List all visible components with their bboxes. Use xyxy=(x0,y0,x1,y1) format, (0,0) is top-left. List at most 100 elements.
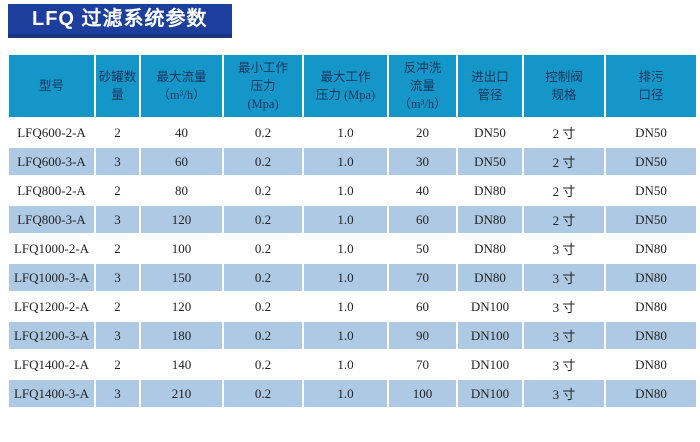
cell-valve-spec: 2 寸 xyxy=(522,204,606,235)
cell-max-flow: 80 xyxy=(139,175,224,206)
cell-backwash-flow: 90 xyxy=(387,320,458,351)
table-row: LFQ1400-3-A 3 210 0.2 1.0 100 DN100 3 寸 … xyxy=(7,378,698,409)
column-header-max-flow: 最大流量 （m³/h） xyxy=(139,53,224,119)
table-row: LFQ1000-3-A 3 150 0.2 1.0 70 DN80 3 寸 DN… xyxy=(7,262,698,293)
column-header-backwash-flow: 反冲洗 流量 （m³/h） xyxy=(387,53,458,119)
cell-valve-spec: 3 寸 xyxy=(522,320,606,351)
cell-drain-diameter: DN80 xyxy=(604,233,698,264)
cell-pipe-diameter: DN50 xyxy=(456,117,524,148)
cell-backwash-flow: 70 xyxy=(387,349,458,380)
cell-tank-count: 2 xyxy=(94,349,141,380)
header-row: 型号 砂罐数 量 最大流量 （m³/h） 最小工作 压力 (Mpa) 最大工作 … xyxy=(7,53,698,119)
page-title: LFQ 过滤系统参数 xyxy=(8,4,232,38)
cell-min-pressure: 0.2 xyxy=(222,117,304,148)
cell-max-pressure: 1.0 xyxy=(302,117,389,148)
column-header-model: 型号 xyxy=(7,53,96,119)
table-row: LFQ800-2-A 2 80 0.2 1.0 40 DN80 2 寸 DN50 xyxy=(7,175,698,206)
cell-backwash-flow: 60 xyxy=(387,291,458,322)
cell-drain-diameter: DN50 xyxy=(604,117,698,148)
cell-pipe-diameter: DN100 xyxy=(456,378,524,409)
cell-backwash-flow: 70 xyxy=(387,262,458,293)
cell-model: LFQ1200-3-A xyxy=(7,320,96,351)
cell-tank-count: 3 xyxy=(94,320,141,351)
cell-drain-diameter: DN80 xyxy=(604,320,698,351)
cell-drain-diameter: DN80 xyxy=(604,349,698,380)
cell-drain-diameter: DN50 xyxy=(604,204,698,235)
cell-max-pressure: 1.0 xyxy=(302,146,389,177)
cell-backwash-flow: 60 xyxy=(387,204,458,235)
cell-max-flow: 100 xyxy=(139,233,224,264)
cell-max-flow: 120 xyxy=(139,204,224,235)
table-row: LFQ1200-2-A 2 120 0.2 1.0 60 DN100 3 寸 D… xyxy=(7,291,698,322)
cell-min-pressure: 0.2 xyxy=(222,291,304,322)
cell-drain-diameter: DN80 xyxy=(604,262,698,293)
column-header-min-pressure: 最小工作 压力 (Mpa) xyxy=(222,53,304,119)
cell-tank-count: 3 xyxy=(94,204,141,235)
cell-model: LFQ1400-2-A xyxy=(7,349,96,380)
cell-tank-count: 3 xyxy=(94,378,141,409)
cell-valve-spec: 3 寸 xyxy=(522,378,606,409)
table-header: 型号 砂罐数 量 最大流量 （m³/h） 最小工作 压力 (Mpa) 最大工作 … xyxy=(7,53,698,119)
cell-valve-spec: 2 寸 xyxy=(522,175,606,206)
cell-max-flow: 60 xyxy=(139,146,224,177)
cell-drain-diameter: DN80 xyxy=(604,378,698,409)
cell-model: LFQ1400-3-A xyxy=(7,378,96,409)
cell-model: LFQ600-3-A xyxy=(7,146,96,177)
table-row: LFQ1000-2-A 2 100 0.2 1.0 50 DN80 3 寸 DN… xyxy=(7,233,698,264)
cell-model: LFQ1000-3-A xyxy=(7,262,96,293)
cell-max-flow: 40 xyxy=(139,117,224,148)
cell-tank-count: 2 xyxy=(94,291,141,322)
cell-max-pressure: 1.0 xyxy=(302,262,389,293)
cell-max-flow: 150 xyxy=(139,262,224,293)
cell-max-flow: 120 xyxy=(139,291,224,322)
cell-pipe-diameter: DN80 xyxy=(456,175,524,206)
cell-max-pressure: 1.0 xyxy=(302,349,389,380)
cell-min-pressure: 0.2 xyxy=(222,175,304,206)
table-row: LFQ1200-3-A 3 180 0.2 1.0 90 DN100 3 寸 D… xyxy=(7,320,698,351)
cell-max-pressure: 1.0 xyxy=(302,320,389,351)
column-header-valve-spec: 控制阀 规格 xyxy=(522,53,606,119)
cell-min-pressure: 0.2 xyxy=(222,378,304,409)
cell-valve-spec: 3 寸 xyxy=(522,233,606,264)
cell-model: LFQ1200-2-A xyxy=(7,291,96,322)
column-header-pipe-diameter: 进出口 管径 xyxy=(456,53,524,119)
cell-valve-spec: 3 寸 xyxy=(522,262,606,293)
cell-tank-count: 2 xyxy=(94,175,141,206)
cell-min-pressure: 0.2 xyxy=(222,320,304,351)
cell-backwash-flow: 20 xyxy=(387,117,458,148)
cell-valve-spec: 3 寸 xyxy=(522,349,606,380)
cell-model: LFQ600-2-A xyxy=(7,117,96,148)
table-row: LFQ600-2-A 2 40 0.2 1.0 20 DN50 2 寸 DN50 xyxy=(7,117,698,148)
table-body: LFQ600-2-A 2 40 0.2 1.0 20 DN50 2 寸 DN50… xyxy=(7,117,698,409)
cell-backwash-flow: 100 xyxy=(387,378,458,409)
cell-pipe-diameter: DN100 xyxy=(456,291,524,322)
cell-backwash-flow: 30 xyxy=(387,146,458,177)
cell-pipe-diameter: DN80 xyxy=(456,233,524,264)
cell-backwash-flow: 40 xyxy=(387,175,458,206)
cell-model: LFQ800-3-A xyxy=(7,204,96,235)
parameters-table: 型号 砂罐数 量 最大流量 （m³/h） 最小工作 压力 (Mpa) 最大工作 … xyxy=(7,53,698,409)
cell-max-pressure: 1.0 xyxy=(302,204,389,235)
cell-pipe-diameter: DN100 xyxy=(456,349,524,380)
cell-max-pressure: 1.0 xyxy=(302,378,389,409)
cell-max-flow: 180 xyxy=(139,320,224,351)
cell-model: LFQ1000-2-A xyxy=(7,233,96,264)
cell-valve-spec: 3 寸 xyxy=(522,291,606,322)
column-header-max-pressure: 最大工作 压力 (Mpa) xyxy=(302,53,389,119)
cell-max-pressure: 1.0 xyxy=(302,291,389,322)
cell-max-pressure: 1.0 xyxy=(302,175,389,206)
cell-max-pressure: 1.0 xyxy=(302,233,389,264)
table-row: LFQ800-3-A 3 120 0.2 1.0 60 DN80 2 寸 DN5… xyxy=(7,204,698,235)
cell-drain-diameter: DN50 xyxy=(604,175,698,206)
cell-min-pressure: 0.2 xyxy=(222,146,304,177)
cell-valve-spec: 2 寸 xyxy=(522,146,606,177)
cell-max-flow: 140 xyxy=(139,349,224,380)
cell-min-pressure: 0.2 xyxy=(222,233,304,264)
cell-tank-count: 2 xyxy=(94,233,141,264)
table-row: LFQ1400-2-A 2 140 0.2 1.0 70 DN100 3 寸 D… xyxy=(7,349,698,380)
column-header-tank-count: 砂罐数 量 xyxy=(94,53,141,119)
cell-pipe-diameter: DN100 xyxy=(456,320,524,351)
cell-valve-spec: 2 寸 xyxy=(522,117,606,148)
cell-tank-count: 3 xyxy=(94,262,141,293)
cell-drain-diameter: DN80 xyxy=(604,291,698,322)
